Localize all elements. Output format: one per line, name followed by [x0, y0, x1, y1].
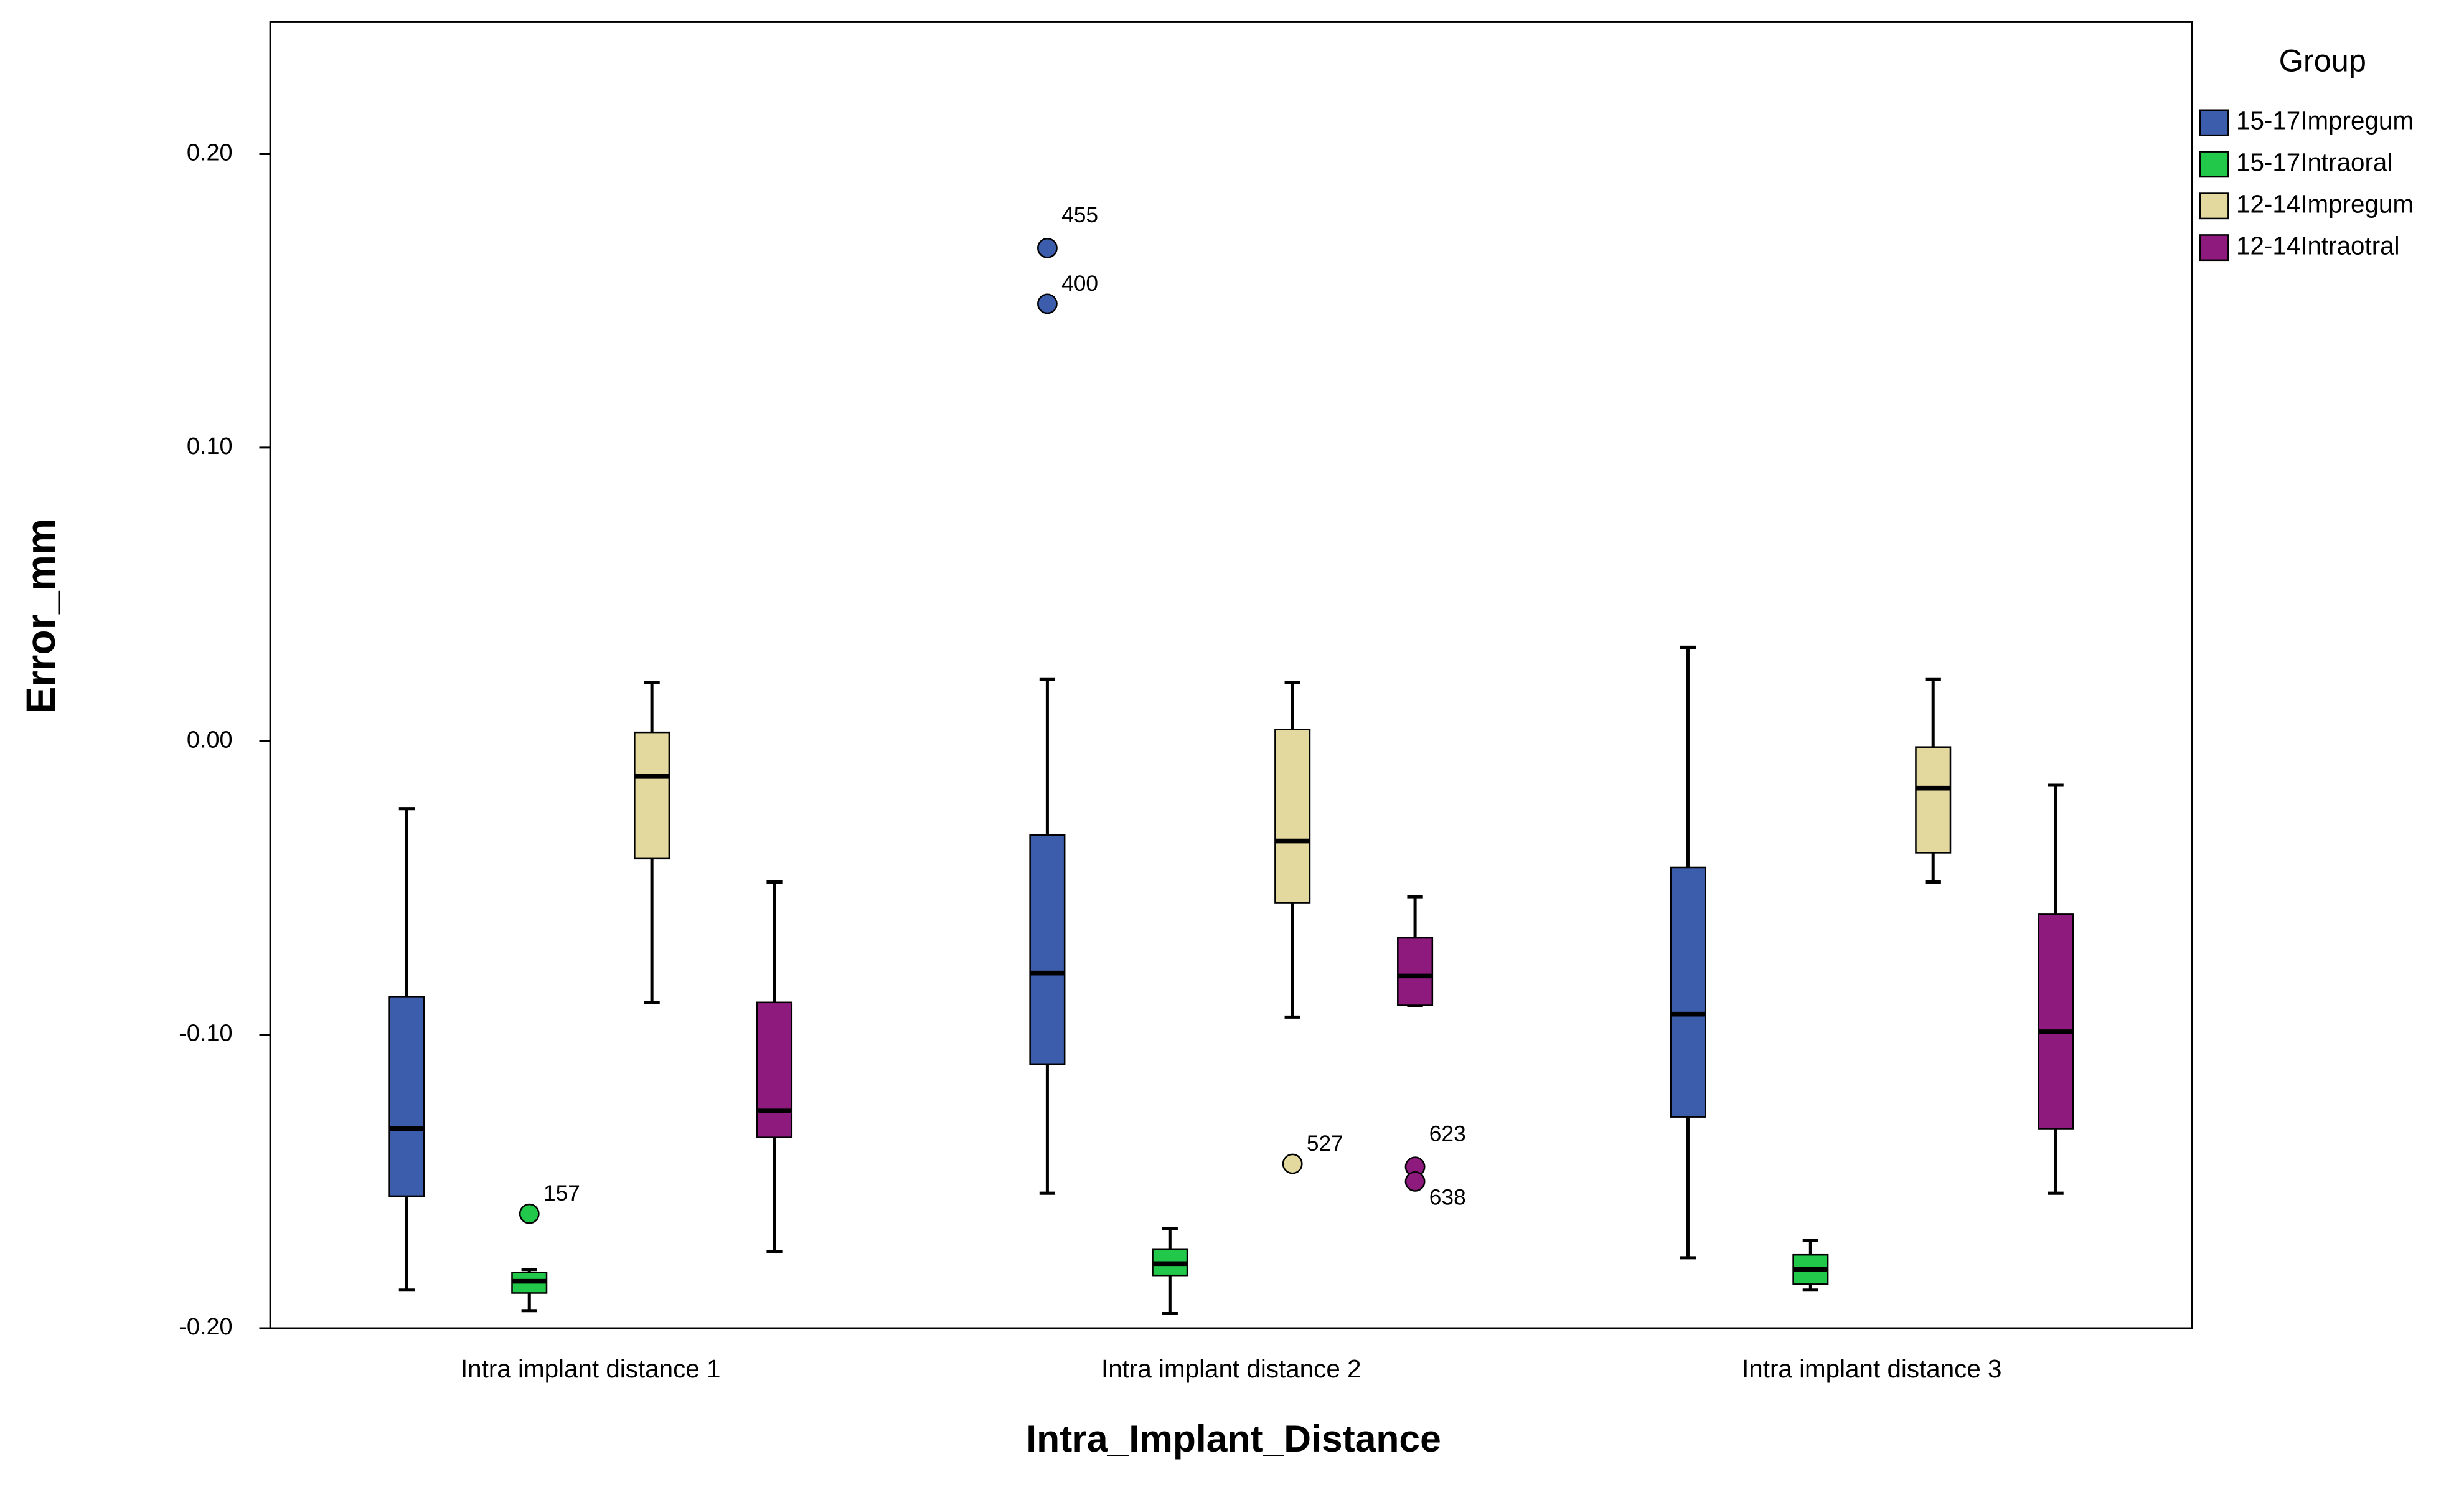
outlier-id: 527 — [1307, 1131, 1343, 1156]
x-axis-title: Intra_Implant_Distance — [1026, 1417, 1441, 1460]
legend-label: 15-17Impregum — [2236, 106, 2414, 135]
legend-swatch — [2199, 109, 2229, 136]
outlier-id: 455 — [1061, 203, 1098, 227]
box — [388, 996, 425, 1197]
box — [1397, 937, 1434, 1006]
box — [1029, 834, 1066, 1065]
box — [756, 1001, 793, 1138]
box — [1274, 729, 1311, 904]
legend-title: Group — [2279, 42, 2366, 78]
outlier-id: 400 — [1061, 271, 1098, 296]
x-tick-label: Intra implant distance 3 — [1742, 1354, 2001, 1383]
legend-swatch — [2199, 151, 2229, 178]
box — [634, 731, 670, 860]
outlier — [1404, 1171, 1426, 1192]
x-tick-label: Intra implant distance 2 — [1101, 1354, 1361, 1383]
box — [1915, 746, 1952, 854]
x-tick-label: Intra implant distance 1 — [461, 1354, 720, 1383]
plot-frame — [269, 21, 2193, 1329]
box — [2038, 913, 2074, 1130]
outlier-id: 157 — [543, 1181, 580, 1206]
legend-label: 15-17Intraoral — [2236, 148, 2392, 177]
y-tick-label: 0.00 — [187, 727, 233, 753]
y-tick-label: -0.10 — [179, 1021, 232, 1047]
legend-label: 12-14Impregum — [2236, 189, 2414, 218]
outlier-id: 638 — [1429, 1185, 1466, 1209]
outlier-id: 623 — [1429, 1122, 1466, 1146]
box — [1670, 866, 1706, 1118]
legend-swatch — [2199, 234, 2229, 262]
y-tick-label: 0.20 — [187, 140, 233, 166]
y-tick-label: -0.20 — [179, 1314, 232, 1340]
y-axis-title: Error_mm — [18, 519, 63, 714]
legend-label: 12-14Intraotral — [2236, 231, 2400, 260]
outlier — [1037, 237, 1058, 258]
outlier — [519, 1203, 540, 1224]
outlier — [1037, 293, 1058, 314]
y-tick-label: 0.10 — [187, 433, 233, 460]
legend-swatch — [2199, 192, 2229, 220]
outlier — [1282, 1153, 1303, 1174]
